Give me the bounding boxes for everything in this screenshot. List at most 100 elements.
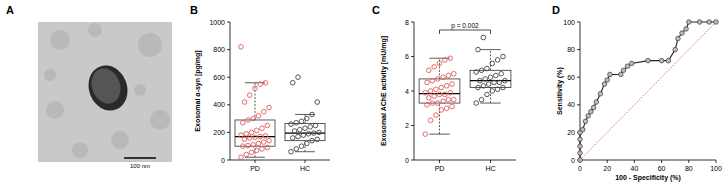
data-point <box>240 144 245 149</box>
panel-b: B02004006008001000PDHCExosomal α-syn [pg… <box>190 4 330 172</box>
y-tick <box>227 132 230 133</box>
plot-area <box>419 35 511 136</box>
roc-point <box>578 144 583 149</box>
plot-area <box>235 45 325 160</box>
data-point <box>450 104 455 109</box>
data-point <box>443 92 448 97</box>
y-axis-label: Exosomal AChE activity [mU/mg] <box>380 36 388 146</box>
data-point <box>430 101 435 106</box>
roc-point <box>646 58 651 63</box>
data-point <box>253 86 258 91</box>
data-point <box>315 100 320 105</box>
plot-area <box>578 20 719 163</box>
roc-point <box>666 58 671 63</box>
x-tick <box>634 160 635 163</box>
y-tick <box>577 77 580 78</box>
data-point <box>495 58 500 63</box>
roc-point <box>629 61 634 66</box>
x-axis <box>414 160 516 161</box>
whisker-cap-low <box>480 103 500 104</box>
x-tick <box>661 160 662 163</box>
data-point <box>485 92 490 97</box>
data-point <box>246 143 251 148</box>
data-point <box>289 149 294 154</box>
x-axis <box>580 160 716 161</box>
data-point <box>425 80 430 85</box>
data-point <box>244 131 249 136</box>
whisker-cap-low <box>429 134 449 135</box>
x-axis-label: 100 - Specificity (%) <box>615 174 681 182</box>
roc-point <box>583 119 588 124</box>
data-point <box>254 128 259 133</box>
roc-point <box>598 91 603 96</box>
data-point <box>486 82 491 87</box>
data-point <box>244 152 249 157</box>
x-tick <box>716 160 717 163</box>
data-point <box>430 78 435 83</box>
data-point <box>253 135 258 140</box>
roc-point <box>589 109 594 114</box>
y-tick-label: 80 <box>567 46 575 53</box>
y-tick <box>411 56 414 57</box>
panel-letter: C <box>372 4 380 16</box>
median <box>235 136 275 137</box>
data-point <box>423 132 428 137</box>
data-point <box>441 99 446 104</box>
roc-point <box>619 72 624 77</box>
data-point <box>260 147 265 152</box>
data-point <box>490 89 495 94</box>
data-point <box>310 112 315 117</box>
y-tick <box>411 160 414 161</box>
y-tick-label: 2 <box>405 122 409 129</box>
y-tick <box>577 22 580 23</box>
roc-curve <box>580 22 716 160</box>
data-point <box>502 78 507 83</box>
data-point <box>311 131 316 136</box>
x-tick-label: HC <box>300 165 310 172</box>
background-particle <box>44 69 56 81</box>
data-point <box>476 47 481 52</box>
x-tick-label: 40 <box>631 165 639 172</box>
x-tick-label: PD <box>435 165 445 172</box>
roc-point <box>605 78 610 83</box>
roc-point <box>580 127 585 132</box>
background-particle <box>88 23 102 37</box>
roc-point <box>680 31 685 36</box>
data-point <box>434 87 439 92</box>
data-point <box>306 131 311 136</box>
y-tick <box>227 22 230 23</box>
data-point <box>444 106 449 111</box>
data-point <box>304 141 309 146</box>
panel-letter: B <box>190 4 198 16</box>
data-point <box>479 97 484 102</box>
data-point <box>423 90 428 95</box>
y-tick <box>577 104 580 105</box>
whisker-cap-high <box>480 49 500 50</box>
figure: A100 nmB02004006008001000PDHCExosomal α-… <box>0 0 726 184</box>
data-point <box>261 109 266 114</box>
x-tick <box>439 160 440 163</box>
roc-point <box>625 64 630 69</box>
data-point <box>501 54 506 59</box>
roc-point <box>578 137 583 142</box>
panel-letter: D <box>552 4 560 16</box>
median <box>419 93 460 94</box>
x-tick <box>305 160 306 163</box>
x-tick-label: PD <box>250 165 260 172</box>
whisker-high <box>255 83 256 120</box>
scale-bar-label: 100 nm <box>130 163 150 169</box>
x-tick <box>688 160 689 163</box>
data-point <box>242 137 247 142</box>
background-particle <box>50 30 70 50</box>
y-tick-label: 0 <box>221 157 225 164</box>
x-tick <box>490 160 491 163</box>
data-point <box>246 118 251 123</box>
data-point <box>263 80 268 85</box>
y-tick-label: 400 <box>213 101 225 108</box>
x-tick-label: 100 <box>710 165 722 172</box>
data-point <box>265 145 270 150</box>
data-point <box>479 68 484 73</box>
roc-point <box>687 20 692 25</box>
roc-point <box>676 36 681 41</box>
scale-bar <box>124 157 156 159</box>
